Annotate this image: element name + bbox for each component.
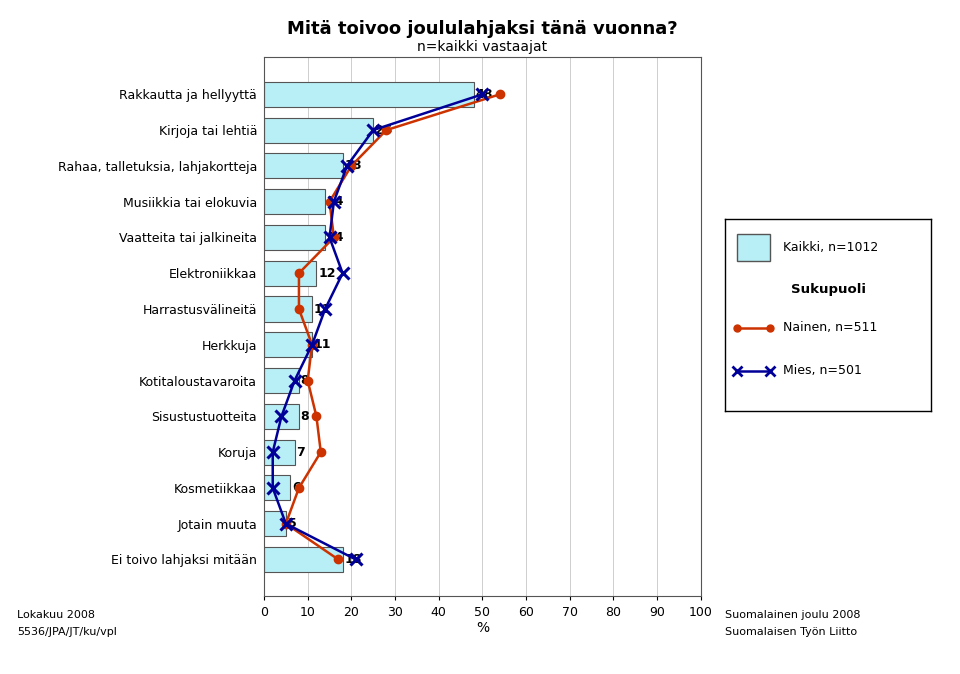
Bar	[264, 511, 286, 537]
Bar	[264, 261, 317, 286]
Text: n=kaikki vastaajat: n=kaikki vastaajat	[417, 40, 547, 55]
Text: 8: 8	[300, 410, 309, 423]
Text: 11: 11	[314, 338, 331, 351]
Bar	[264, 404, 299, 429]
Text: 12: 12	[318, 267, 336, 280]
Text: Mies, n=501: Mies, n=501	[782, 365, 861, 377]
Text: Sukupuoli: Sukupuoli	[790, 282, 866, 296]
Bar	[264, 189, 325, 214]
Text: 18: 18	[345, 553, 362, 566]
Text: 14: 14	[327, 231, 345, 244]
Text: 7: 7	[297, 446, 305, 458]
Bar	[264, 368, 299, 393]
Bar	[264, 475, 290, 500]
Text: Nainen, n=511: Nainen, n=511	[782, 321, 877, 334]
Text: Mitä toivoo joululahjaksi tänä vuonna?: Mitä toivoo joululahjaksi tänä vuonna?	[287, 20, 677, 38]
Text: 6: 6	[292, 481, 300, 495]
Text: 18: 18	[345, 159, 362, 173]
Text: 5: 5	[288, 517, 297, 530]
Bar	[264, 82, 473, 107]
Text: Kaikki, n=1012: Kaikki, n=1012	[782, 241, 877, 254]
X-axis label: %: %	[476, 621, 489, 636]
Bar	[264, 154, 343, 179]
Bar	[264, 117, 373, 143]
Text: suomalainenjoulu.fi: suomalainenjoulu.fi	[376, 648, 584, 667]
Bar	[737, 235, 770, 262]
Text: 14: 14	[327, 195, 345, 208]
Text: 8: 8	[300, 374, 309, 387]
Text: 25: 25	[375, 123, 393, 137]
Bar	[264, 439, 295, 464]
Text: 11: 11	[314, 303, 331, 315]
Bar	[264, 225, 325, 250]
Text: Lokakuu 2008: Lokakuu 2008	[17, 610, 95, 620]
Text: 48: 48	[475, 88, 492, 101]
Bar	[264, 332, 312, 357]
Text: Suomalainen joulu 2008: Suomalainen joulu 2008	[725, 610, 860, 620]
Bar	[264, 297, 312, 321]
Bar	[264, 547, 343, 572]
Text: 5536/JPA/JT/ku/vpl: 5536/JPA/JT/ku/vpl	[17, 627, 117, 637]
Text: Suomalaisen Työn Liitto: Suomalaisen Työn Liitto	[725, 627, 857, 637]
